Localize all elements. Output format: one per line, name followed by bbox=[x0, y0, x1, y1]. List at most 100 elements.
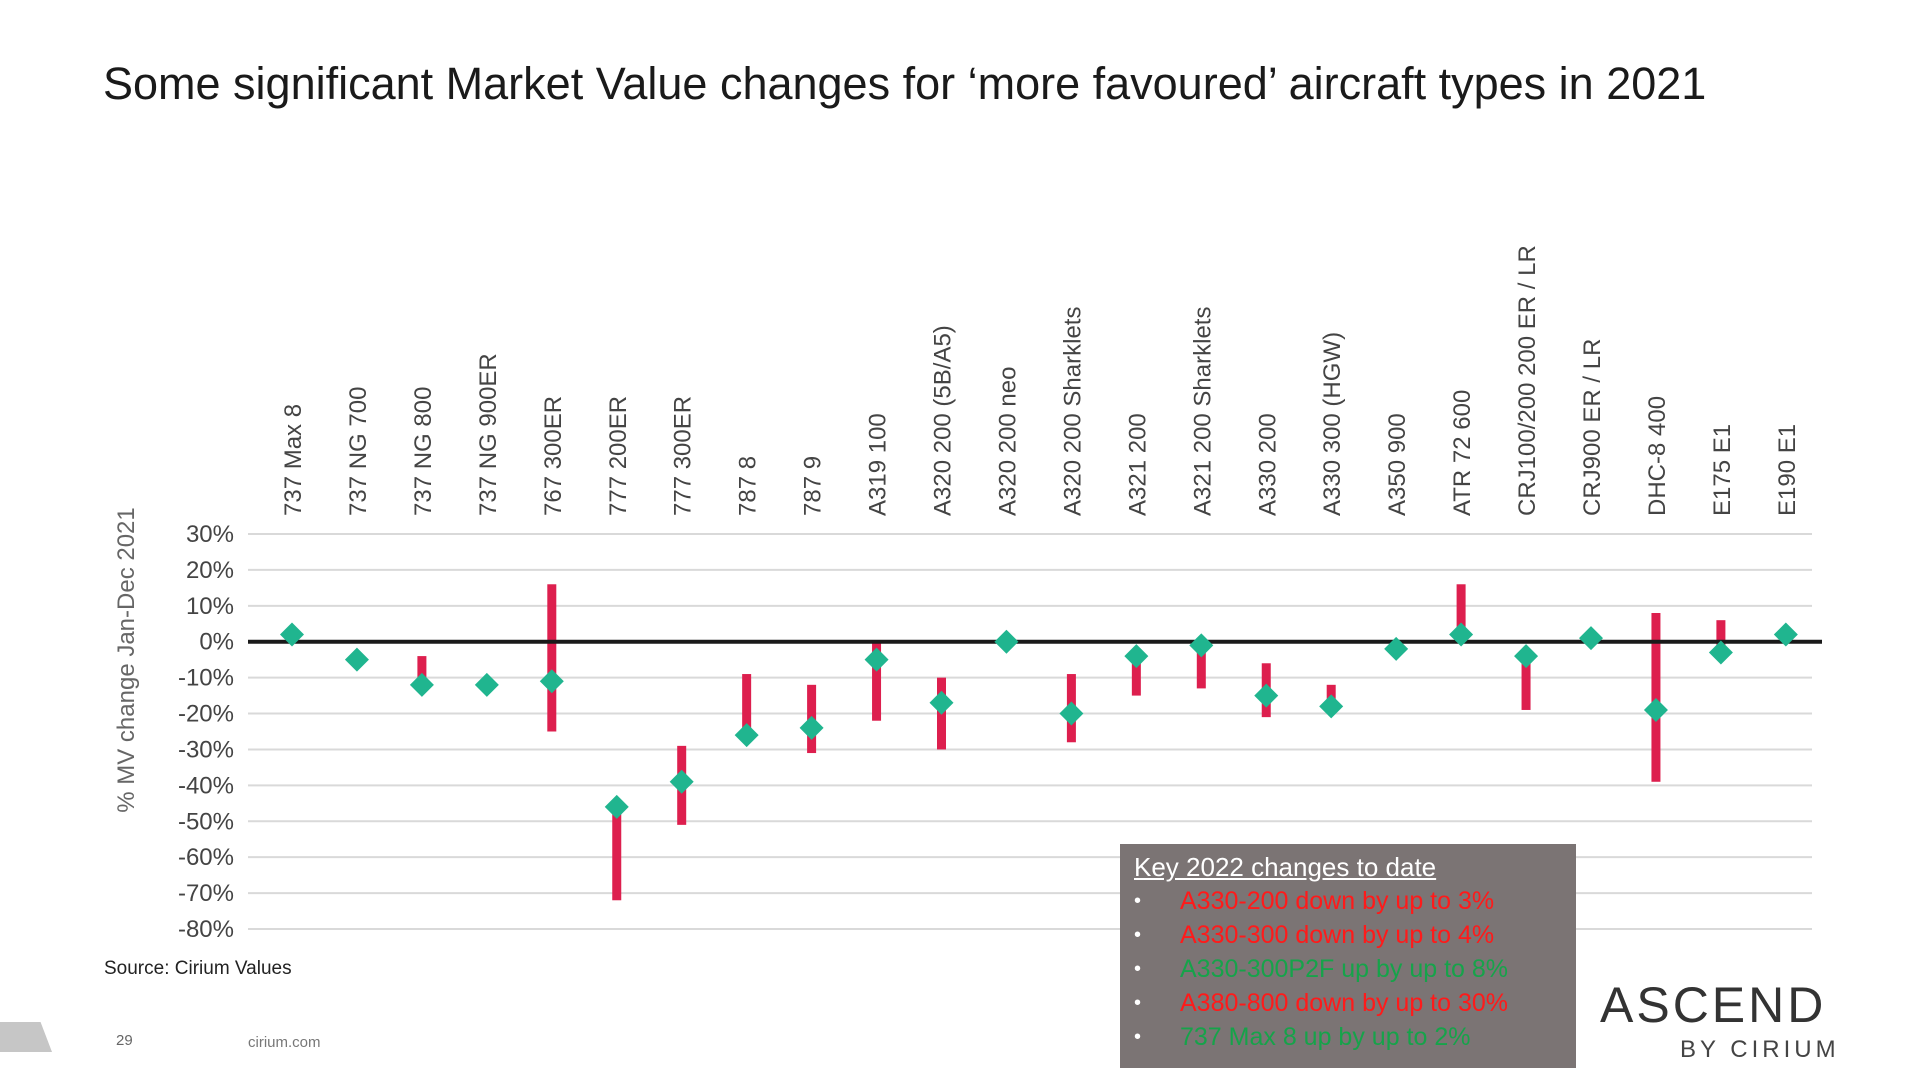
marker-diamond bbox=[1059, 701, 1084, 726]
y-tick-label: -10% bbox=[178, 665, 234, 692]
bullet: • bbox=[1134, 1026, 1142, 1048]
y-axis-ticks: 30% 20% 10% 0% -10% -20% -30% -40% -50% -60% -70% -… bbox=[178, 521, 234, 943]
category-label: A319 100 bbox=[865, 413, 892, 516]
bullet: • bbox=[1134, 890, 1142, 912]
marker-diamond bbox=[1514, 644, 1539, 669]
marker-diamond bbox=[1124, 644, 1149, 669]
category-label: 777 300ER bbox=[670, 396, 697, 516]
category-label: 767 300ER bbox=[540, 396, 567, 516]
category-label: A350 900 bbox=[1384, 413, 1411, 516]
marker-diamond bbox=[864, 647, 889, 672]
y-tick-label: 30% bbox=[186, 521, 234, 548]
key-item-text: A330-200 down by up to 3% bbox=[1180, 887, 1495, 915]
slide-title: Some significant Market Value changes fo… bbox=[103, 58, 1707, 109]
y-tick-label: -20% bbox=[178, 701, 234, 728]
category-label: A320 200 neo bbox=[994, 367, 1021, 516]
marker-diamond bbox=[280, 622, 304, 647]
marker-diamond bbox=[604, 794, 629, 819]
category-label: A330 200 bbox=[1254, 413, 1281, 516]
category-label: ATR 72 600 bbox=[1449, 390, 1476, 516]
marker-diamond bbox=[734, 723, 759, 748]
range-bar bbox=[1131, 652, 1141, 696]
y-axis-label: % MV change Jan-Dec 2021 bbox=[113, 507, 140, 813]
range-bar bbox=[872, 641, 882, 721]
key-item-text: A330-300 down by up to 4% bbox=[1180, 921, 1495, 949]
range-bar bbox=[1196, 645, 1206, 689]
range-bar bbox=[1521, 652, 1531, 710]
bullet: • bbox=[1134, 958, 1142, 980]
range-bar bbox=[1716, 620, 1726, 653]
marker-diamond bbox=[474, 672, 499, 697]
category-label: 737 NG 700 bbox=[345, 387, 372, 516]
marker-diamond bbox=[994, 629, 1019, 654]
source-note: Source: Cirium Values bbox=[104, 958, 292, 979]
key-item: • A330-200 down by up to 3% bbox=[1134, 884, 1562, 918]
y-tick-label: -50% bbox=[178, 808, 234, 835]
y-tick-label: 0% bbox=[199, 629, 234, 656]
page-number: 29 bbox=[116, 1032, 133, 1049]
marker-diamond bbox=[344, 647, 369, 672]
brand-logo: ASCEND bbox=[1600, 977, 1827, 1033]
marker-diamond bbox=[669, 769, 694, 794]
range-bar bbox=[742, 674, 752, 739]
key-item-text: A380-800 down by up to 30% bbox=[1180, 989, 1509, 1017]
category-label: DHC-8 400 bbox=[1644, 396, 1671, 516]
marker-diamond bbox=[929, 690, 954, 715]
marker-diamond bbox=[1579, 626, 1603, 651]
category-label: CRJ100/200 200 ER / LR bbox=[1514, 245, 1541, 516]
marker-diamond bbox=[1189, 633, 1214, 658]
marker-diamond bbox=[539, 669, 564, 694]
key-title: Key 2022 changes to date bbox=[1134, 852, 1437, 882]
category-label: 787 9 bbox=[800, 456, 827, 516]
marker-diamond bbox=[1708, 640, 1733, 665]
key-item: • A380-800 down by up to 30% bbox=[1134, 986, 1562, 1020]
category-label: 737 NG 900ER bbox=[475, 353, 502, 516]
category-label: 737 NG 800 bbox=[410, 387, 437, 516]
bullet: • bbox=[1134, 992, 1142, 1014]
bullet: • bbox=[1134, 924, 1142, 946]
marker-diamond bbox=[1773, 622, 1798, 647]
marker-diamond bbox=[1643, 697, 1668, 722]
footer-url: cirium.com bbox=[248, 1034, 321, 1051]
marker-diamond bbox=[1254, 683, 1279, 708]
category-label: A330 300 (HGW) bbox=[1319, 332, 1346, 516]
category-label: 787 8 bbox=[735, 456, 762, 516]
category-label: E175 E1 bbox=[1709, 424, 1736, 516]
marker-diamond bbox=[409, 672, 434, 697]
key-list: • A330-200 down by up to 3% • A330-300 dow… bbox=[1134, 884, 1562, 1054]
x-axis-categories: 737 Max 8 737 NG 700 737 NG 800 737 NG 900E… bbox=[280, 245, 1801, 516]
y-tick-label: -40% bbox=[178, 772, 234, 799]
category-label: E190 E1 bbox=[1774, 424, 1801, 516]
key-item-text: 737 Max 8 up by up to 2% bbox=[1180, 1023, 1471, 1051]
category-label: 777 200ER bbox=[605, 396, 632, 516]
y-tick-label: -80% bbox=[178, 916, 234, 943]
key-item: • 737 Max 8 up by up to 2% bbox=[1134, 1020, 1562, 1054]
range-bar bbox=[1456, 584, 1466, 642]
range-bar bbox=[1651, 613, 1661, 782]
key-item: • A330-300P2F up by up to 8% bbox=[1134, 952, 1562, 986]
brand-subtitle: BY CIRIUM bbox=[1680, 1036, 1840, 1063]
category-label: A321 200 bbox=[1124, 413, 1151, 516]
category-label: 737 Max 8 bbox=[280, 404, 307, 516]
markers bbox=[280, 622, 1798, 819]
key-item-text: A330-300P2F up by up to 8% bbox=[1180, 955, 1509, 983]
y-tick-label: 10% bbox=[186, 593, 234, 620]
category-label: A320 200 (5B/A5) bbox=[930, 325, 957, 516]
category-label: A320 200 Sharklets bbox=[1059, 307, 1086, 516]
marker-diamond bbox=[1319, 694, 1344, 719]
key-item: • A330-300 down by up to 4% bbox=[1134, 918, 1562, 952]
marker-diamond bbox=[1384, 636, 1409, 661]
marker-diamond bbox=[1449, 622, 1474, 647]
y-tick-label: -70% bbox=[178, 880, 234, 907]
key-box: Key 2022 changes to date • A330-200 down … bbox=[1120, 844, 1576, 1068]
marker-diamond bbox=[799, 715, 824, 740]
gridlines bbox=[248, 533, 1812, 930]
category-label: CRJ900 ER / LR bbox=[1579, 339, 1606, 516]
range-bar bbox=[547, 584, 557, 732]
y-tick-label: -30% bbox=[178, 736, 234, 763]
category-label: A321 200 Sharklets bbox=[1189, 307, 1216, 516]
range-bar bbox=[612, 806, 622, 901]
y-tick-label: -60% bbox=[178, 844, 234, 871]
y-tick-label: 20% bbox=[186, 557, 234, 584]
